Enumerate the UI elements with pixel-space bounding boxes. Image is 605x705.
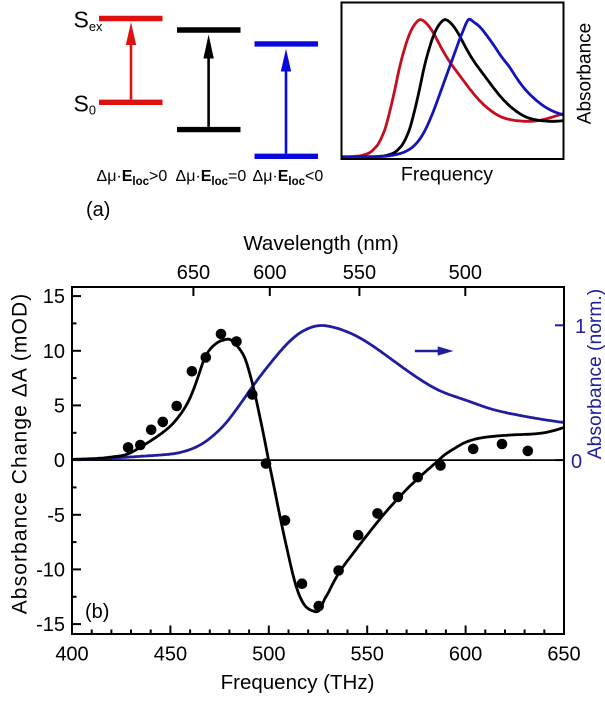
svg-text:5: 5: [54, 395, 65, 417]
svg-text:Absorbance Change ΔA (mOD): Absorbance Change ΔA (mOD): [9, 293, 32, 615]
svg-text:Δμ·Eloc>0: Δμ·Eloc>0: [97, 168, 168, 188]
svg-text:0: 0: [571, 451, 582, 473]
svg-text:(a): (a): [86, 199, 110, 221]
svg-text:Absorbance: Absorbance: [575, 23, 596, 124]
svg-text:15: 15: [43, 286, 65, 308]
svg-text:500: 500: [252, 644, 285, 666]
svg-text:-15: -15: [36, 614, 65, 636]
svg-text:Δμ·Eloc=0: Δμ·Eloc=0: [176, 168, 247, 188]
svg-text:Wavelength (nm): Wavelength (nm): [243, 232, 398, 255]
svg-text:-10: -10: [36, 559, 65, 581]
svg-text:Sex: Sex: [74, 7, 103, 35]
svg-text:0: 0: [54, 450, 65, 472]
svg-text:Frequency (THz): Frequency (THz): [221, 671, 375, 694]
svg-text:Δμ·Eloc<0: Δμ·Eloc<0: [253, 168, 324, 188]
svg-text:600: 600: [253, 262, 286, 284]
svg-text:450: 450: [154, 644, 187, 666]
svg-text:650: 650: [547, 644, 580, 666]
svg-text:550: 550: [351, 644, 384, 666]
svg-text:-5: -5: [47, 505, 65, 527]
svg-text:Absorbance (norm.): Absorbance (norm.): [585, 289, 605, 459]
svg-text:(b): (b): [85, 601, 109, 623]
svg-text:550: 550: [343, 262, 376, 284]
svg-text:600: 600: [449, 644, 482, 666]
svg-text:650: 650: [177, 262, 210, 284]
svg-text:400: 400: [55, 644, 88, 666]
svg-text:Frequency: Frequency: [401, 164, 493, 186]
svg-text:1: 1: [575, 316, 586, 338]
svg-text:500: 500: [449, 262, 482, 284]
svg-text:10: 10: [43, 341, 65, 363]
